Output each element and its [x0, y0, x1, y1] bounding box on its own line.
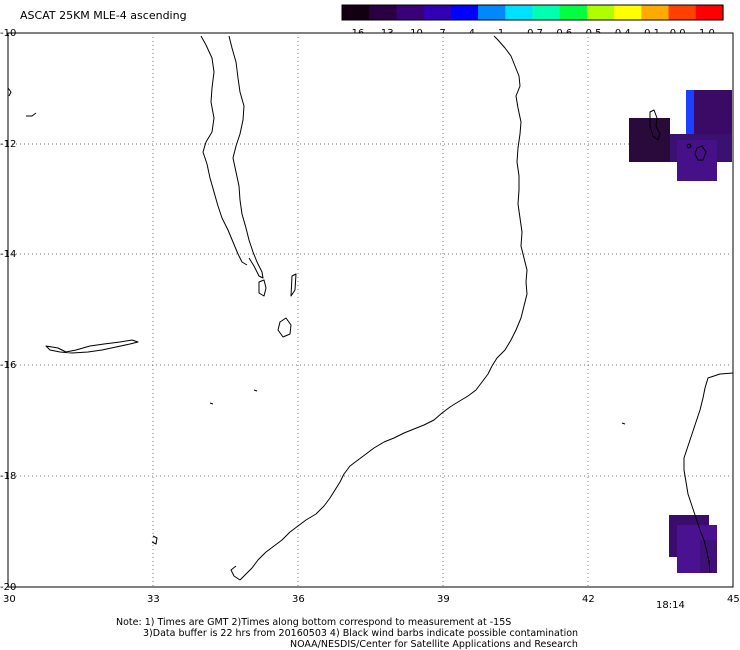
lake-kariba: [45, 339, 139, 354]
longitude-label: 36: [292, 594, 305, 605]
latitude-labels: -10 -12 -14 -16 -18 -20: [0, 28, 16, 593]
map-title: ASCAT 25KM MLE-4 ascending: [20, 9, 187, 22]
colorbar-swatch: [478, 5, 506, 20]
map-frame: [7, 32, 734, 588]
colorbar-swatch: [668, 5, 697, 20]
data-patch: [700, 540, 717, 573]
note-line-3: NOAA/NESDIS/Center for Satellite Applica…: [290, 639, 578, 650]
data-patch: [686, 90, 694, 134]
islet: [151, 535, 158, 545]
data-patch: [677, 140, 717, 181]
islet: [7, 87, 12, 97]
colorbar-swatch: [695, 5, 724, 20]
latitude-label: -16: [0, 360, 16, 371]
wind-data-patches: [629, 90, 732, 573]
islet: [621, 422, 626, 425]
latitude-label: -10: [0, 28, 16, 39]
colorbar-swatch: [450, 5, 479, 20]
lake-malawi-east-shore: [228, 35, 264, 279]
longitude-label: 42: [582, 594, 595, 605]
colorbar-swatch: [586, 5, 615, 20]
lake-chilwa: [277, 317, 292, 338]
coast-bay-south: [230, 565, 241, 581]
islet: [253, 389, 258, 392]
colorbar-swatch: [614, 5, 642, 20]
madagascar-coast: [683, 372, 734, 573]
anjouan: [686, 143, 692, 149]
latitude-label: -14: [0, 249, 16, 260]
colorbar-swatch: [396, 5, 425, 20]
colorbar-swatch: [423, 5, 452, 20]
small-lake: [290, 273, 297, 297]
colorbar-swatch: [505, 5, 534, 20]
longitude-label: 33: [147, 594, 160, 605]
latitude-label: -20: [0, 582, 16, 593]
longitude-labels: 30 33 36 39 42 45: [3, 594, 740, 605]
colorbar-swatch: [532, 5, 561, 20]
colorbar-swatch: [342, 5, 370, 20]
islet: [26, 112, 37, 117]
longitude-label: 45: [727, 594, 740, 605]
longitude-label: 39: [437, 594, 450, 605]
colorbar: [341, 4, 724, 21]
latitude-label: -18: [0, 471, 16, 482]
longitude-label: 30: [3, 594, 16, 605]
colorbar-outline: [341, 4, 724, 21]
colorbar-swatch: [559, 5, 588, 20]
islet: [209, 402, 214, 405]
graticule: [8, 33, 733, 587]
colorbar-swatch: [641, 5, 670, 20]
lake-malombe: [258, 279, 267, 297]
mozambique-coast: [239, 35, 528, 581]
latitude-label: -12: [0, 139, 16, 150]
coastlines: [7, 35, 734, 581]
note-line-2: 3)Data buffer is 22 hrs from 20160503 4)…: [143, 628, 578, 639]
note-line-1: Note: 1) Times are GMT 2)Times along bot…: [116, 617, 511, 628]
mayotte: [694, 145, 707, 161]
colorbar-swatch: [369, 5, 398, 20]
pass-timestamp: 18:14: [656, 600, 685, 611]
lake-malawi-west-shore: [200, 35, 248, 266]
grande-comore: [649, 109, 661, 141]
